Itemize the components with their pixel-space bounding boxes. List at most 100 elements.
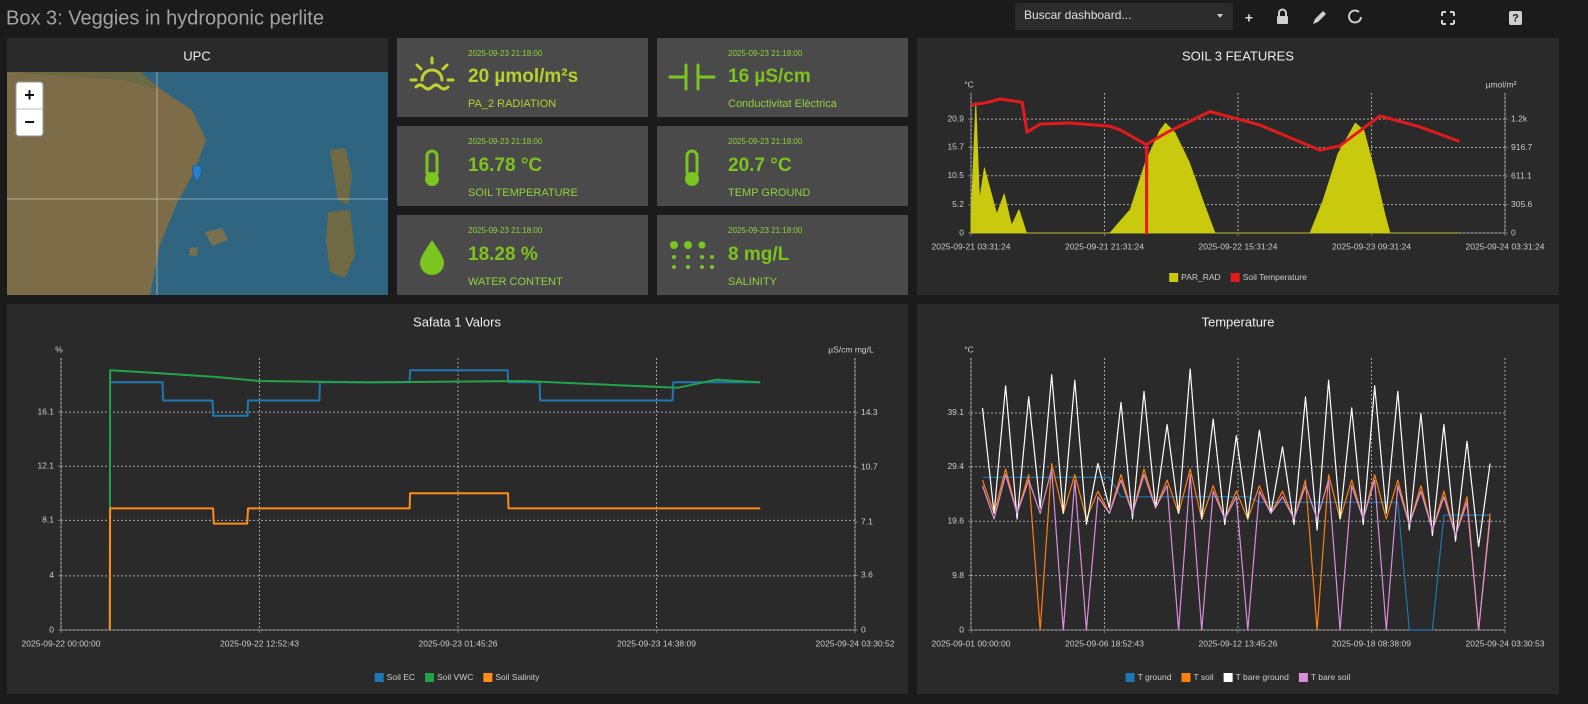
- x-tick-label: 2025-09-24 03:31:24: [1466, 241, 1545, 251]
- zoom-in[interactable]: +: [24, 85, 35, 105]
- legend-label: Soil VWC: [437, 672, 473, 682]
- chart-title: Temperature: [1202, 314, 1275, 329]
- y2-tick-label: 305.6: [1511, 199, 1533, 209]
- card-bg: [657, 126, 908, 206]
- dots-icon: [670, 241, 714, 269]
- legend-label: Soil Salinity: [495, 672, 540, 682]
- edit-button[interactable]: [1313, 11, 1326, 24]
- y-axis-label: °C: [964, 79, 974, 89]
- y2-tick-label: 611.1: [1511, 170, 1532, 180]
- x-tick-label: 2025-09-22 15:31:24: [1199, 241, 1278, 251]
- y2-tick-label: 0: [861, 624, 866, 634]
- add-button[interactable]: +: [1245, 10, 1253, 26]
- legend-label: T bare soil: [1311, 672, 1351, 682]
- zoom-controls[interactable]: + −: [15, 81, 44, 137]
- line: [981, 468, 1491, 631]
- y2-tick-label: 7.1: [861, 516, 873, 526]
- card-time: 2025-09-23 21:18:00: [728, 226, 803, 235]
- y-tick-label: 9.8: [952, 570, 964, 580]
- x-tick-label: 2025-09-21 03:31:24: [932, 241, 1011, 251]
- legend-label: PAR_RAD: [1181, 272, 1221, 282]
- card: 2025-09-23 21:18:00 20.7 °C TEMP GROUND: [657, 126, 908, 206]
- search-placeholder[interactable]: Buscar dashboard...: [1024, 8, 1131, 22]
- icon-dot: [710, 265, 714, 269]
- x-tick-label: 2025-09-23 09:31:24: [1332, 241, 1411, 251]
- y2-tick-label: 0: [1511, 227, 1516, 237]
- legend-label: Soil EC: [387, 672, 415, 682]
- legend-label: Soil Temperature: [1243, 272, 1307, 282]
- icon-dot: [684, 241, 692, 249]
- y-tick-label: 0: [959, 227, 964, 237]
- zoom-out[interactable]: −: [24, 112, 35, 132]
- card-time: 2025-09-23 21:18:00: [468, 226, 543, 235]
- y-tick-label: 4: [49, 570, 54, 580]
- icon-dot: [670, 241, 678, 249]
- map[interactable]: [7, 72, 388, 295]
- card-value: 20.7 °C: [728, 155, 792, 176]
- line: [108, 369, 761, 631]
- card: 2025-09-23 21:18:00 18.28 % WATER CONTEN…: [397, 215, 648, 295]
- icon-dot: [686, 255, 690, 259]
- card-label: WATER CONTENT: [468, 276, 563, 288]
- icon-dot: [700, 265, 704, 269]
- line: [970, 97, 1461, 235]
- fullscreen-button[interactable]: [1441, 11, 1455, 25]
- card: 2025-09-23 21:18:00 20 µmol/m²s PA_2 RAD…: [397, 38, 648, 117]
- map-marker[interactable]: [192, 164, 202, 182]
- icon-dot: [672, 255, 676, 259]
- card-value: 16.78 °C: [468, 155, 542, 176]
- x-tick-label: 2025-09-23 14:38:09: [617, 638, 696, 648]
- legend-swatch: [1181, 673, 1191, 682]
- y2-axis-label: µS/cm mg/L: [828, 344, 874, 354]
- map-island[interactable]: [326, 210, 355, 278]
- search-field[interactable]: [1015, 3, 1233, 30]
- card-label: PA_2 RADIATION: [468, 98, 556, 110]
- help-button[interactable]: [1509, 11, 1522, 25]
- card-time: 2025-09-23 21:18:00: [468, 137, 543, 146]
- card-label: SALINITY: [728, 276, 778, 288]
- map-sea[interactable]: [140, 72, 388, 295]
- card-value: 16 µS/cm: [728, 66, 811, 87]
- legend-swatch: [1223, 673, 1233, 682]
- legend-swatch: [374, 673, 384, 682]
- y-tick-label: 15.7: [947, 142, 964, 152]
- map-island[interactable]: [189, 228, 228, 256]
- icon-part: [420, 68, 444, 82]
- dropdown-caret[interactable]: [1217, 14, 1223, 18]
- map-island[interactable]: [330, 148, 352, 205]
- legend-swatch: [1298, 673, 1308, 682]
- x-tick-label: 2025-09-24 03:30:53: [1466, 638, 1545, 648]
- lock-button[interactable]: [1277, 8, 1288, 25]
- help-label[interactable]: ?: [1512, 12, 1519, 24]
- card: 2025-09-23 21:18:00 16.78 °C SOIL TEMPER…: [397, 126, 648, 206]
- lock-body[interactable]: [1277, 16, 1288, 24]
- icon-dot: [686, 265, 690, 269]
- card-label: TEMP GROUND: [728, 187, 810, 199]
- card: 2025-09-23 21:18:00 16 µS/cm Conductivit…: [657, 38, 908, 117]
- icon-dot: [698, 241, 706, 249]
- card-time: 2025-09-23 21:18:00: [728, 49, 803, 58]
- legend-swatch: [1169, 273, 1179, 282]
- x-tick-label: 2025-09-22 12:52:43: [220, 638, 299, 648]
- card-bg: [397, 38, 648, 117]
- card-time: 2025-09-23 21:18:00: [728, 137, 803, 146]
- x-tick-label: 2025-09-21 21:31:24: [1065, 241, 1144, 251]
- refresh-button[interactable]: [1348, 9, 1362, 24]
- chart-title: Safata 1 Valors: [413, 314, 501, 329]
- x-tick-label: 2025-09-22 00:00:00: [22, 638, 101, 648]
- y-tick-label: 10.5: [947, 170, 964, 180]
- map-land-shade[interactable]: [7, 72, 162, 90]
- y-tick-label: 0: [49, 624, 54, 634]
- chart-title: SOIL 3 FEATURES: [1182, 48, 1294, 63]
- legend-label: T soil: [1193, 672, 1213, 682]
- y2-tick-label: 10.7: [861, 462, 878, 472]
- y-axis-label: °C: [964, 344, 974, 354]
- y-tick-label: 0: [959, 624, 964, 634]
- lock-shackle[interactable]: [1278, 8, 1287, 17]
- thermometer-bulb: [425, 172, 439, 186]
- legend-label: T bare ground: [1236, 672, 1290, 682]
- y2-tick-label: 1.2k: [1511, 113, 1528, 123]
- search-box[interactable]: Buscar dashboard...: [1015, 3, 1233, 30]
- line: [108, 492, 761, 631]
